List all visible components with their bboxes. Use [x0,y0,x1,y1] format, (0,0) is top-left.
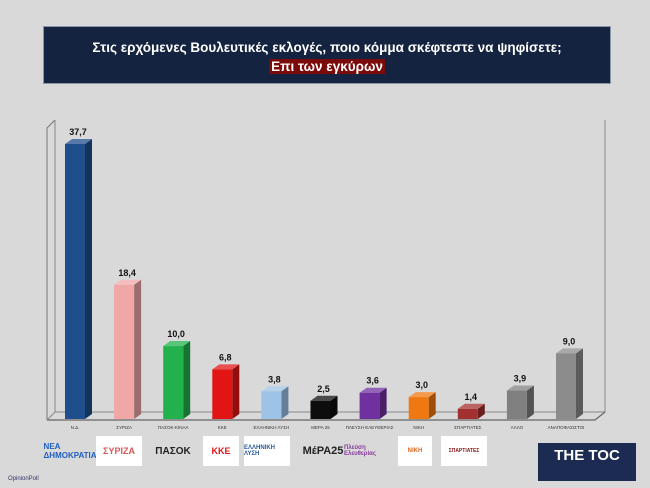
category-label: ΣΠΑΡΤΙΑΤΕΣ [454,425,481,430]
bar [556,353,576,419]
data-label: 3,9 [514,374,527,384]
category-label: Ν.Δ. [71,425,80,430]
bar-top [212,364,240,370]
source-logo: OpinionPoll [8,476,39,482]
category-label: ΚΚΕ [218,425,227,430]
bar-side [477,403,485,419]
category-label: ΠΛΕΥΣΗ ΕΛΕΥΘΕΡΙΑΣ [346,425,394,430]
bar-top [359,387,387,393]
bar-top [408,392,436,398]
bar-top [457,403,485,409]
logo-syriza: ΣΥΡΙΖΑ [96,436,142,466]
category-label: ΝΙΚΗ [413,425,424,430]
bar-top [261,386,289,392]
title-box: Στις ερχόμενες Βουλευτικές εκλογές, ποιο… [43,26,611,84]
category-label: ΕΛΛΗΝΙΚΗ ΛΥΣΗ [254,425,290,430]
brand-logo: THE TOC [538,443,636,481]
bar [457,408,478,419]
bar-side [526,385,534,419]
logo-nd: ΝΕΑ ΔΗΜΟΚΡΑΤΙΑ [43,442,97,460]
bar-top [556,348,583,354]
data-label: 1,4 [465,392,478,402]
bar-side [576,348,583,419]
bar [114,284,135,419]
category-label: ΣΥΡΙΖΑ [116,425,132,430]
logo-niki: ΝΙΚΗ [398,436,432,466]
bar-top [114,279,142,285]
logo-mera25: ΜέΡΑ25 [302,445,344,457]
data-label: 2,5 [317,384,330,394]
bar-side [232,364,240,419]
logo-elliniki-lysi: ΕΛΛΗΝΙΚΗ ΛΥΣΗ [244,436,290,466]
logo-kke: ΚΚΕ [203,436,239,466]
chart-subtitle: Επι των εγκύρων [269,59,385,74]
bar-top [163,341,191,347]
data-label: 10,0 [167,329,185,339]
data-label: 9,0 [563,336,576,346]
data-label: 37,7 [69,127,87,137]
category-label: ΑΛΛΟ [511,425,524,430]
category-label: ΠΑΣΟΚ-ΚΙΝΑΛ [158,425,189,430]
logo-plefsi: Πλεύση Ελευθερίας [344,445,376,457]
bar-side [281,386,289,419]
category-label: ΜΕΡΑ 25 [311,425,330,430]
logo-pasok: ΠΑΣΟΚ [155,445,191,457]
logo-spartiates: ΣΠΑΡΤΙΑΤΕΣ [441,436,487,466]
bar-side [428,392,436,419]
bar-side [330,395,338,419]
bar [408,397,429,419]
bar-top [310,395,338,401]
chart-title: Στις ερχόμενες Βουλευτικές εκλογές, ποιο… [92,40,562,55]
data-label: 3,8 [268,374,281,384]
bar [163,346,184,419]
bar [212,369,233,419]
bar [359,392,380,419]
bar [65,144,85,419]
bar-top [65,139,92,144]
bar [310,400,331,419]
bar-side [379,387,387,419]
bar [506,390,527,419]
bar-side [183,341,191,419]
category-label: ΑΝΑΠΟΦΑΣΙΣΤΟΙ [548,425,585,430]
data-label: 18,4 [118,268,136,278]
bar-top [506,385,534,391]
data-label: 3,0 [415,380,428,390]
bar-side [85,139,92,419]
bar [261,391,282,419]
bar-side [134,279,142,419]
data-label: 6,8 [219,352,232,362]
data-label: 3,6 [366,376,379,386]
